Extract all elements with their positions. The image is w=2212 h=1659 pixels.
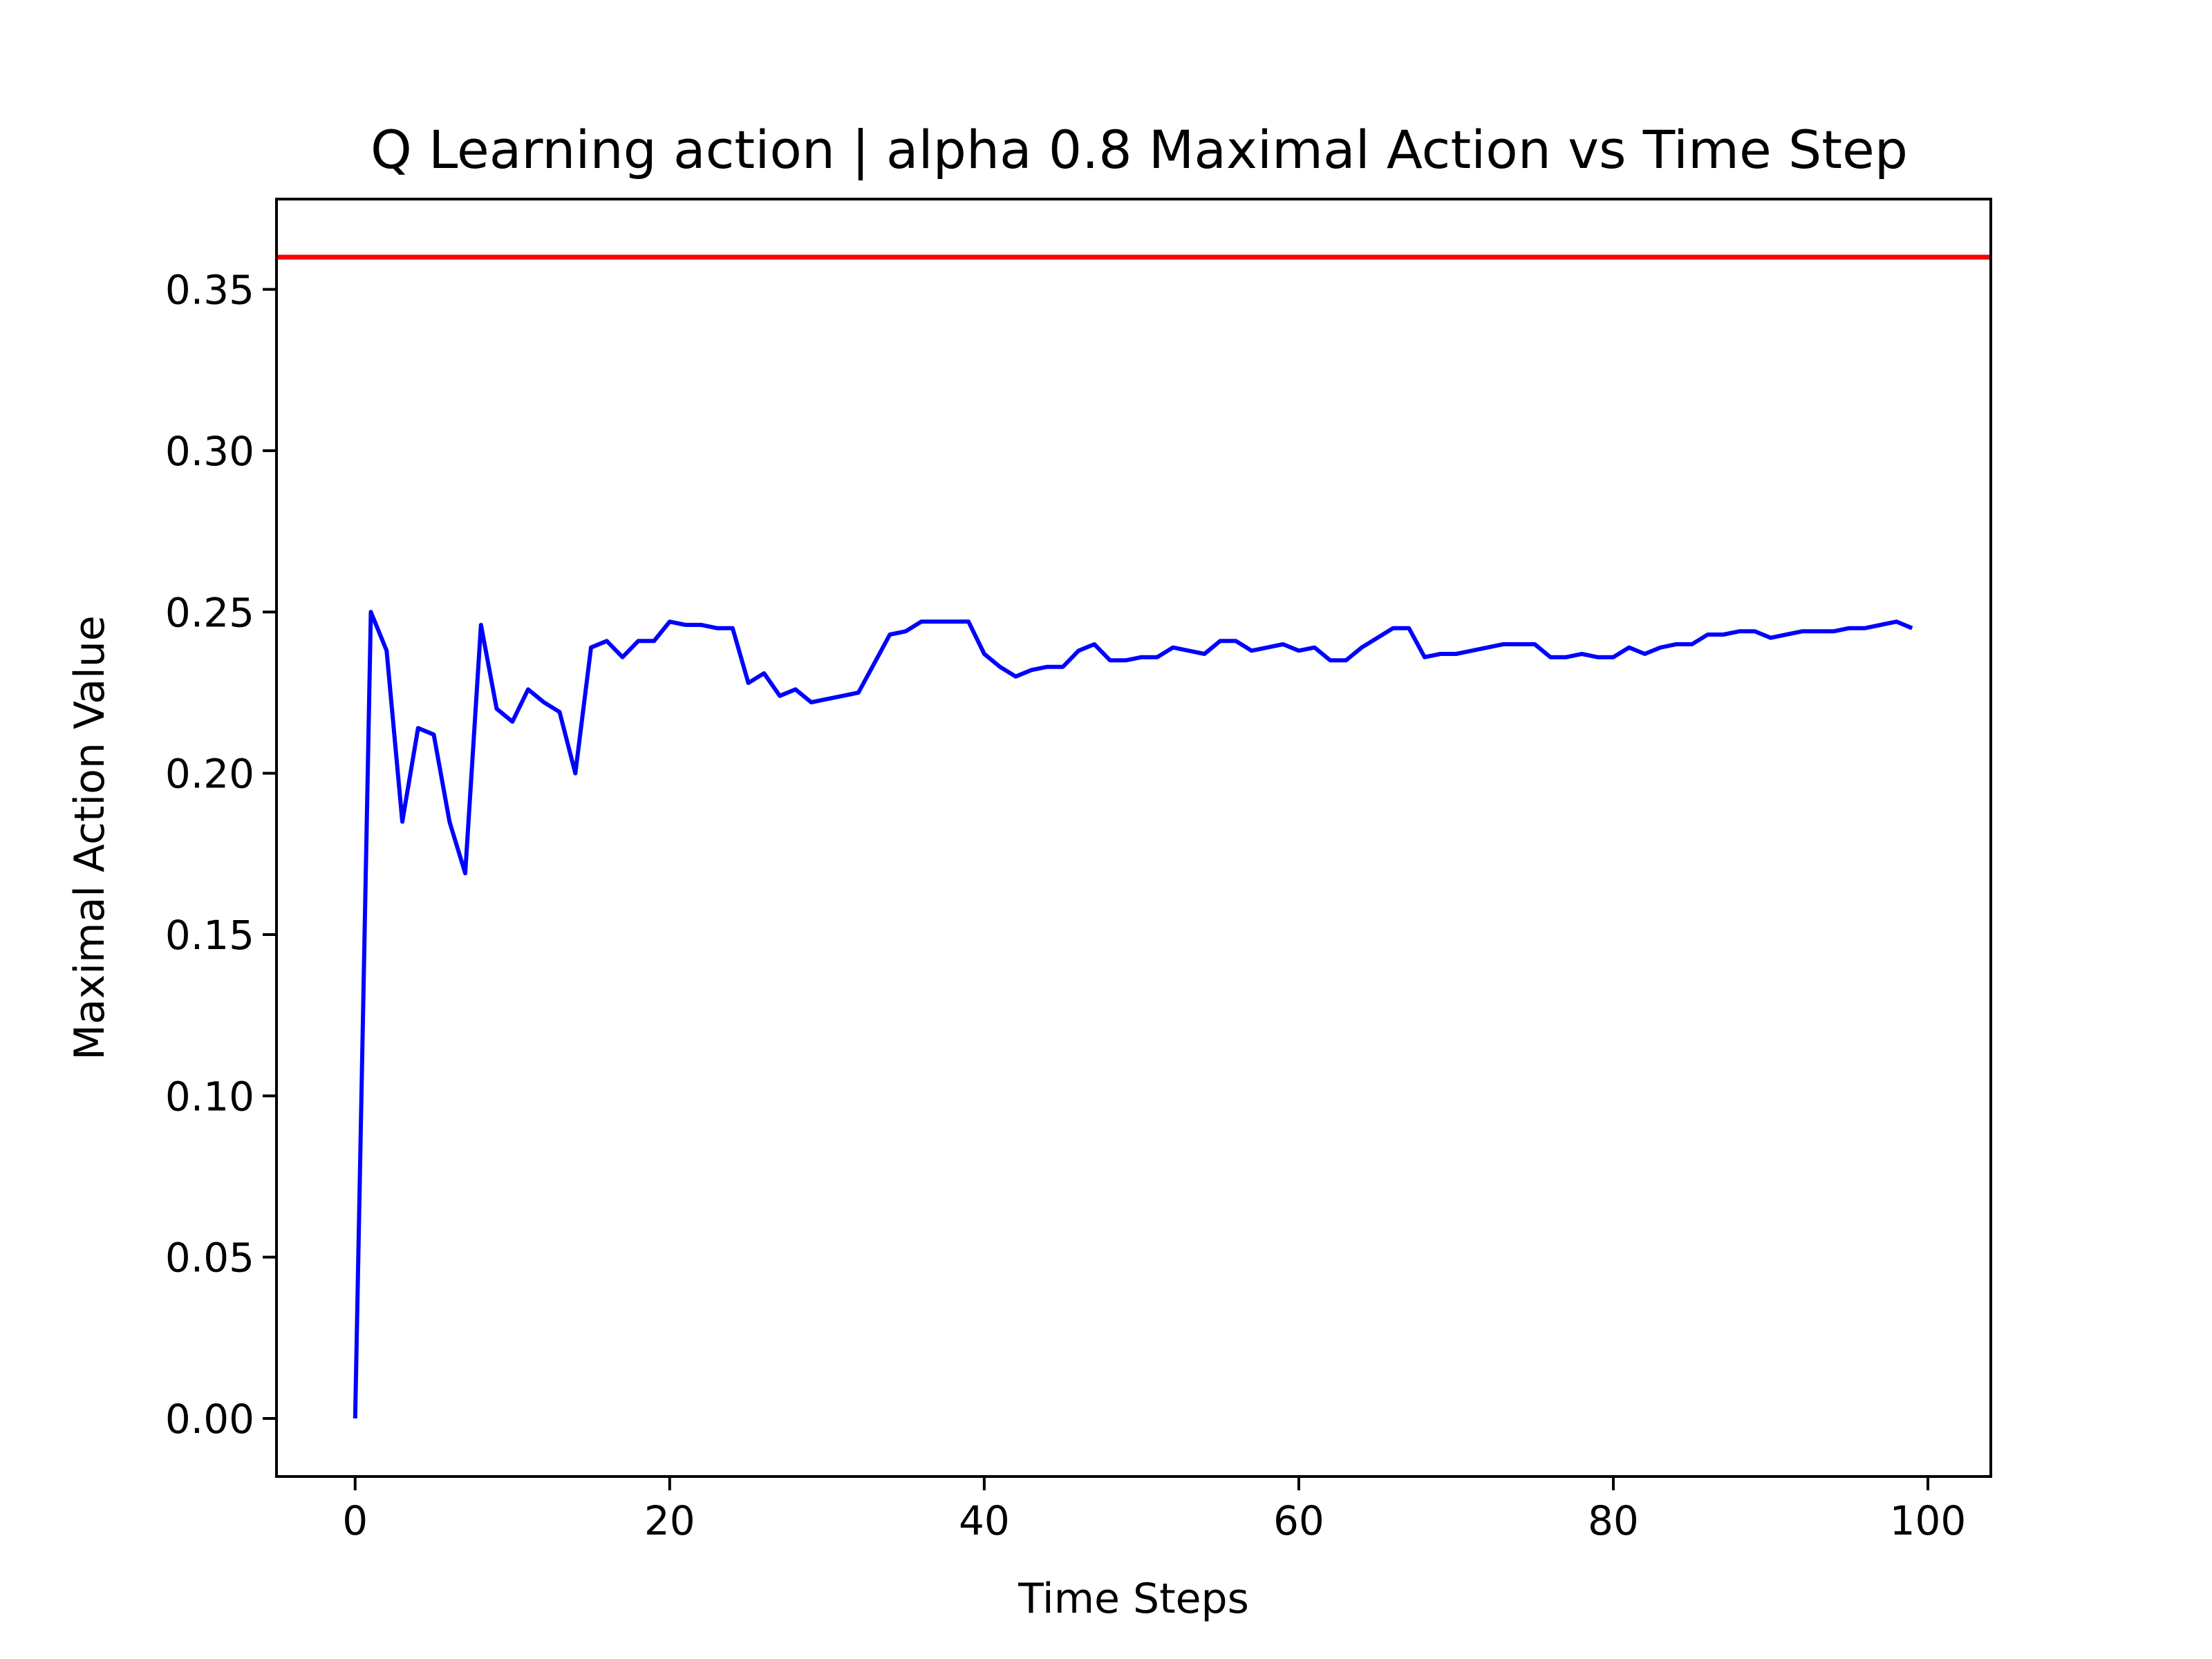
series-line-1 [353,610,1913,1419]
y-tick-label: 0.15 [165,912,254,959]
x-tick-label: 80 [1588,1497,1639,1544]
x-tick-label: 20 [644,1497,695,1544]
y-tick-label: 0.35 [165,267,254,314]
x-tick-label: 0 [342,1497,368,1544]
y-axis: 0.00 0.05 0.10 0.15 0.20 0.25 0.30 0.35 [165,267,276,1443]
chart-title: Q Learning action | alpha 0.8 Maximal Ac… [371,119,1908,181]
y-tick-label: 0.10 [165,1073,254,1120]
plot-frame [275,198,1992,1478]
plot-area [276,254,1991,1419]
y-tick-label: 0.20 [165,751,254,798]
x-axis-label: Time Steps [1018,1575,1249,1623]
x-tick-label: 60 [1273,1497,1324,1544]
x-tick-label: 40 [959,1497,1010,1544]
y-tick-label: 0.00 [165,1396,254,1443]
y-tick-label: 0.05 [165,1235,254,1282]
x-tick-label: 100 [1890,1497,1967,1544]
y-tick-label: 0.30 [165,428,254,475]
x-axis: 0 20 40 60 80 100 [342,1477,1966,1544]
y-tick-label: 0.25 [165,589,254,636]
y-axis-label: Maximal Action Value [66,615,114,1060]
